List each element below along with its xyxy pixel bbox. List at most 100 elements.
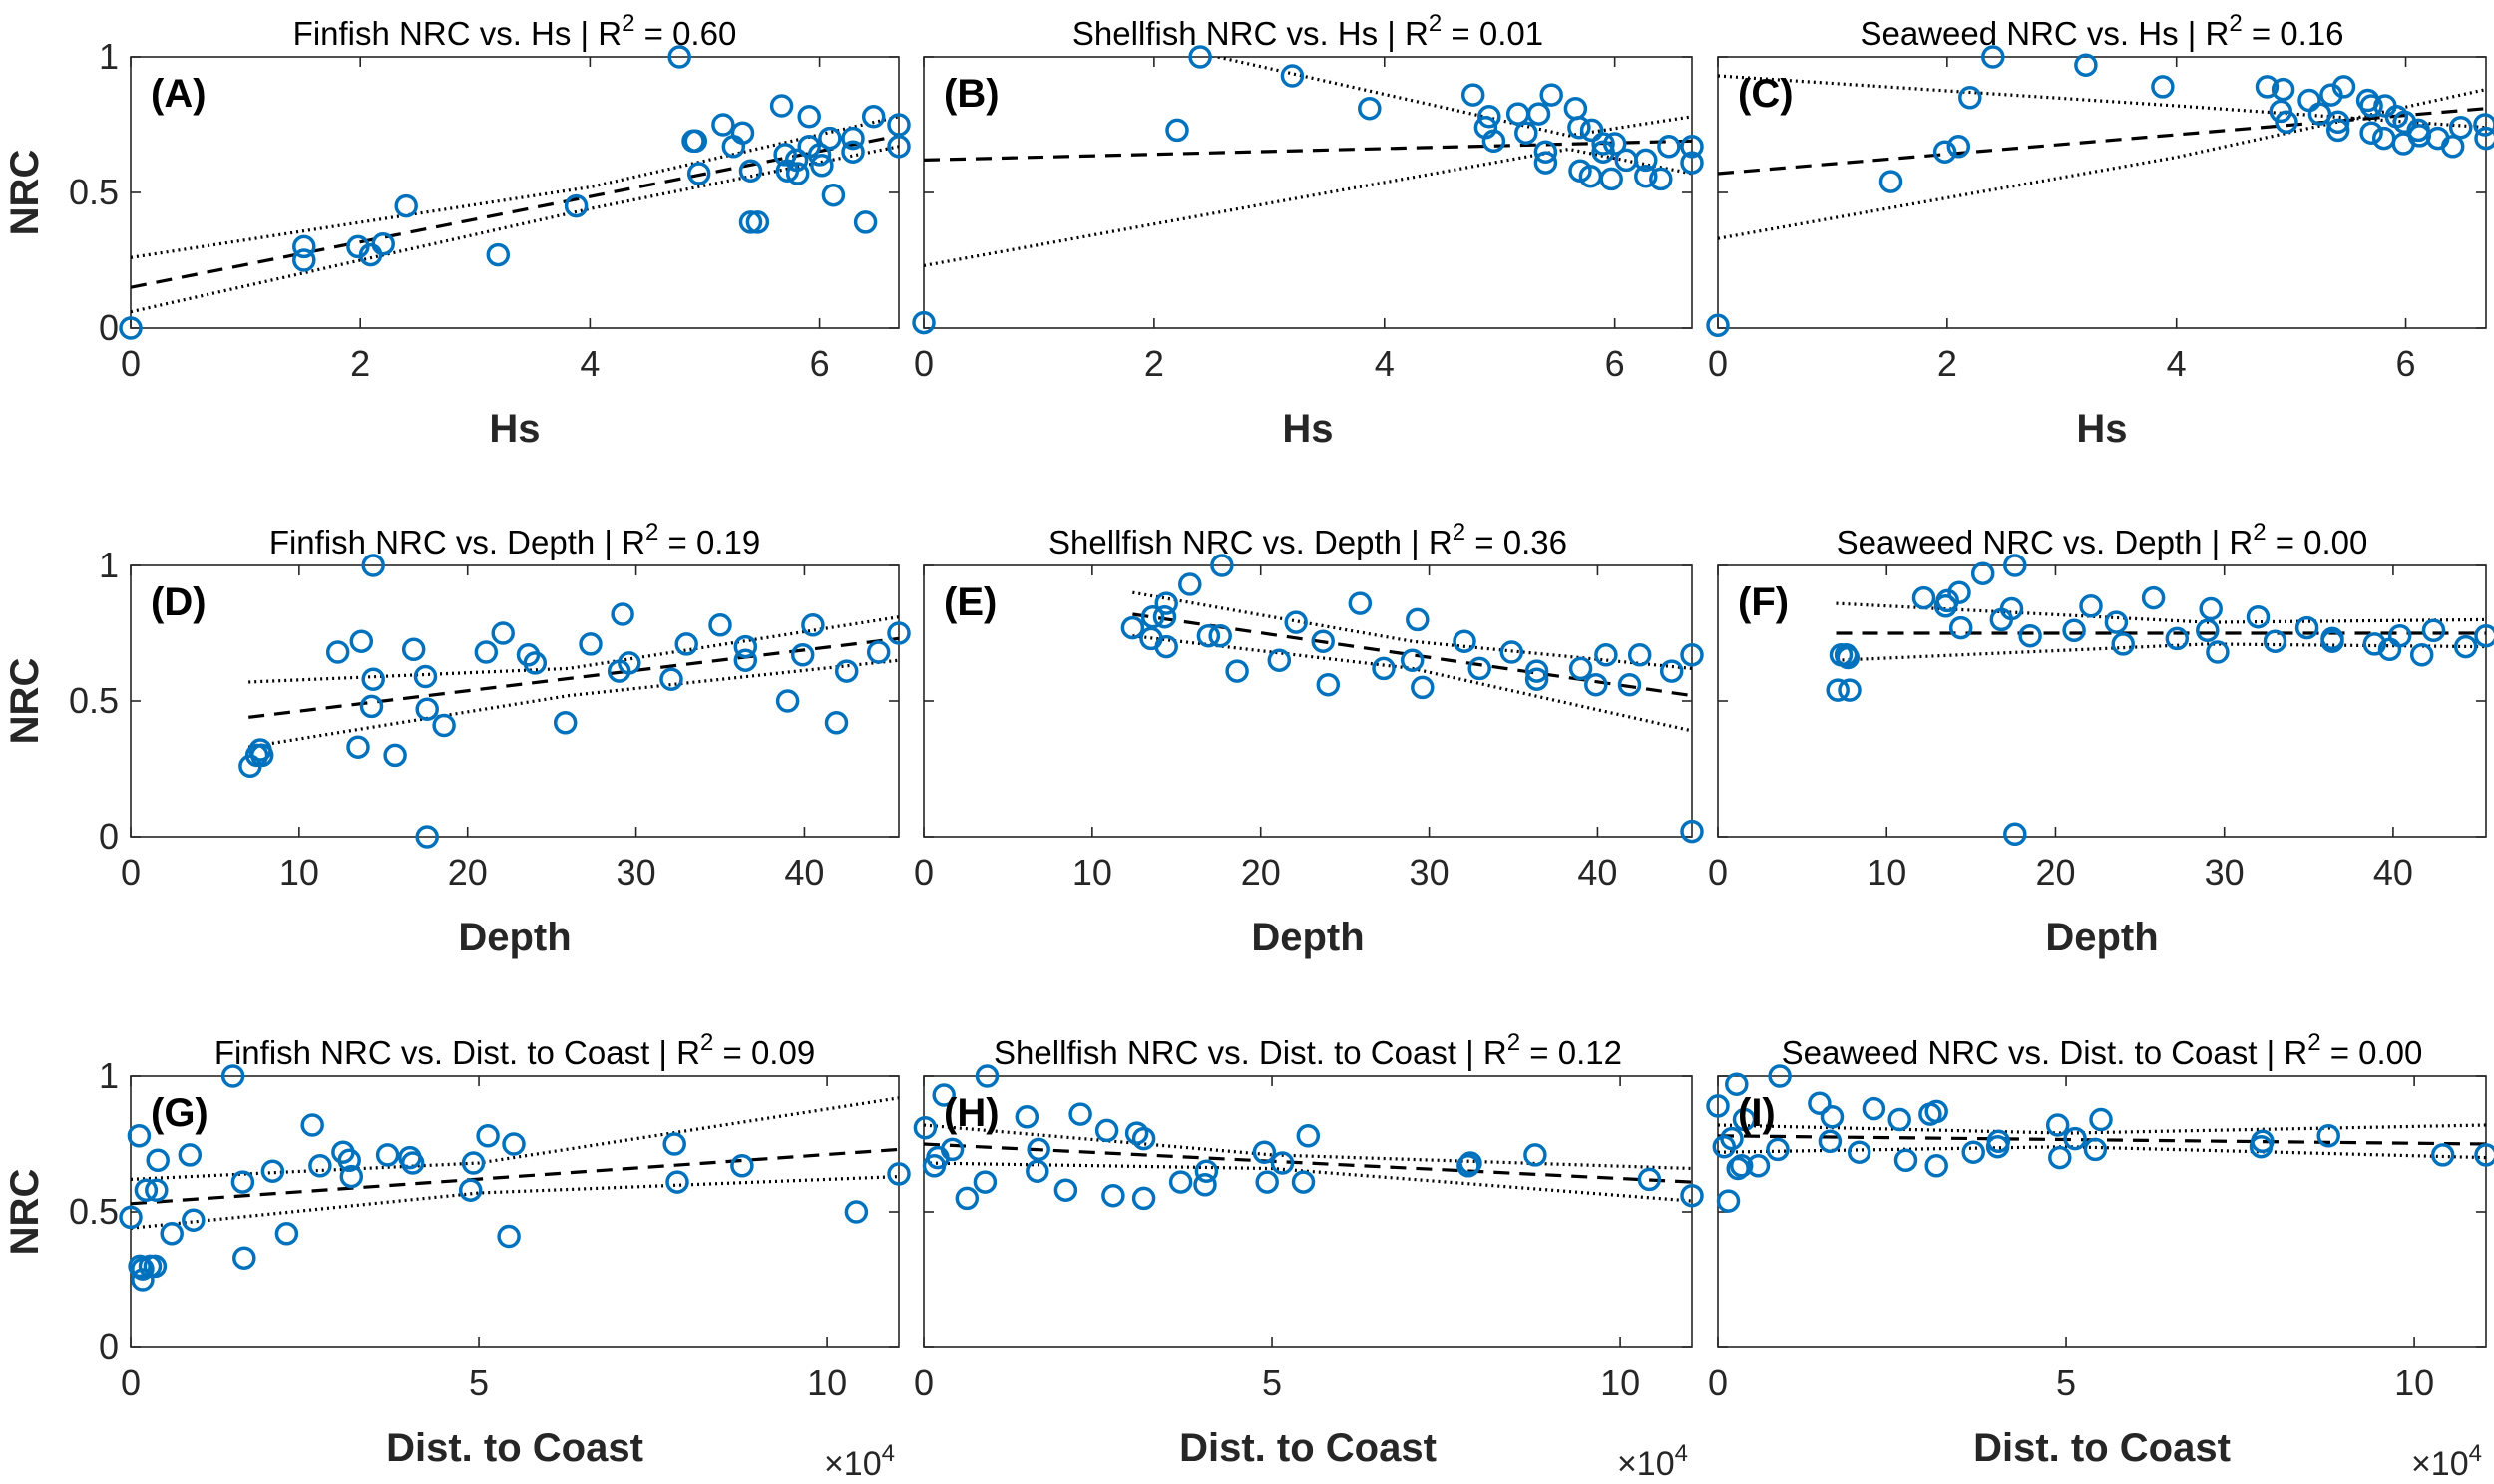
x-tick-label: 20 xyxy=(1241,852,1281,893)
x-tick-label: 10 xyxy=(2394,1362,2434,1403)
confidence-bound-2 xyxy=(247,658,899,749)
data-point xyxy=(1188,45,1212,69)
data-point xyxy=(1594,643,1618,667)
axes-box xyxy=(923,56,1693,329)
data-point xyxy=(733,634,758,659)
data-point xyxy=(1140,604,1165,629)
data-point xyxy=(502,1132,526,1156)
data-point xyxy=(220,1064,245,1088)
data-point xyxy=(2018,623,2042,648)
data-point xyxy=(1981,45,2005,69)
y-tick-label: 0 xyxy=(99,307,119,348)
data-point xyxy=(401,637,426,662)
panel-label: (A) xyxy=(151,72,207,116)
subplot-title: Finfish NRC vs. Depth | R2 = 0.19 xyxy=(269,519,760,560)
title-superscript: 2 xyxy=(2229,10,2242,37)
data-point xyxy=(2251,1129,2275,1154)
x-tick-label: 4 xyxy=(1375,343,1395,384)
data-point xyxy=(1947,580,1971,604)
data-point xyxy=(2074,53,2098,77)
data-point xyxy=(665,1170,689,1194)
data-point xyxy=(2062,618,2086,643)
data-points xyxy=(238,554,911,849)
data-point xyxy=(1539,83,1563,107)
data-points xyxy=(119,1064,911,1292)
data-point xyxy=(325,640,350,664)
data-point xyxy=(371,231,395,256)
x-tick-label: 10 xyxy=(1600,1362,1640,1403)
data-point xyxy=(801,613,825,637)
data-point xyxy=(2079,594,2103,618)
data-point xyxy=(1196,623,1221,648)
data-point xyxy=(2474,623,2494,648)
data-point xyxy=(1924,1154,1948,1178)
data-point xyxy=(1659,659,1684,683)
data-point xyxy=(769,94,794,118)
x-tick-label: 30 xyxy=(617,852,656,893)
data-point xyxy=(708,613,732,637)
data-point xyxy=(346,735,370,759)
regression-lines xyxy=(1132,590,1692,733)
regression-lines xyxy=(1836,601,2486,662)
multiplier-exponent: 4 xyxy=(1675,1440,1688,1467)
subplot-title: Seaweed NRC vs. Dist. to Coast | R2 = 0.… xyxy=(1782,1029,2423,1071)
data-point xyxy=(1311,629,1335,653)
x-tick-label: 2 xyxy=(1937,343,1957,384)
data-point xyxy=(2089,1107,2113,1132)
data-point xyxy=(2083,1137,2108,1162)
subplot-title: Finfish NRC vs. Dist. to Coast | R2 = 0.… xyxy=(214,1029,815,1071)
data-point xyxy=(1617,672,1642,697)
data-point xyxy=(2151,75,2175,99)
data-point xyxy=(611,602,634,626)
data-point xyxy=(844,1200,869,1224)
panel-label: (G) xyxy=(151,1091,208,1135)
x-tick-label: 40 xyxy=(2373,852,2413,893)
data-point xyxy=(1406,607,1430,632)
data-points xyxy=(119,45,911,340)
data-point xyxy=(841,140,865,164)
data-point xyxy=(2271,77,2295,102)
data-point xyxy=(1766,1137,1790,1162)
data-point xyxy=(2003,822,2027,847)
data-point xyxy=(1499,640,1524,664)
data-point xyxy=(1358,96,1382,121)
y-tick-label: 1 xyxy=(99,1055,119,1096)
data-point xyxy=(2199,596,2223,621)
data-point xyxy=(674,632,698,656)
data-point xyxy=(1567,115,1591,140)
x-tick-label: 0 xyxy=(914,1362,934,1403)
data-point xyxy=(1746,1154,1771,1178)
title-text: Shellfish NRC vs. Dist. to Coast | R xyxy=(994,1034,1507,1071)
data-point xyxy=(1657,135,1681,159)
data-point xyxy=(1637,1167,1662,1192)
data-point xyxy=(1579,118,1604,143)
data-point xyxy=(1680,1183,1704,1208)
x-axis-multiplier: ×104 xyxy=(824,1440,895,1483)
x-axis-label: Dist. to Coast xyxy=(1179,1426,1437,1470)
title-text: Seaweed NRC vs. Hs | R xyxy=(1860,15,2229,52)
y-tick-label: 1 xyxy=(99,36,119,77)
y-tick-label: 0.5 xyxy=(69,172,119,212)
data-point xyxy=(1400,648,1425,672)
title-value: = 0.16 xyxy=(2243,15,2344,52)
data-point xyxy=(1836,645,1861,670)
data-point xyxy=(1961,1140,1985,1164)
data-point xyxy=(2362,632,2387,656)
regression-lines xyxy=(1718,74,2486,240)
data-point xyxy=(1523,1143,1547,1167)
data-point xyxy=(1316,672,1341,697)
x-tick-label: 0 xyxy=(914,852,934,893)
data-point xyxy=(394,193,418,218)
panel-label: (D) xyxy=(151,580,207,624)
data-points xyxy=(1826,554,2494,847)
data-point xyxy=(1101,1183,1125,1208)
data-point xyxy=(2141,585,2166,610)
data-point xyxy=(486,242,511,267)
data-point xyxy=(1680,135,1704,159)
data-point xyxy=(1932,140,1957,164)
y-tick-label: 1 xyxy=(99,545,119,585)
x-tick-label: 40 xyxy=(1577,852,1617,893)
data-point xyxy=(1725,1072,1749,1096)
data-point xyxy=(887,135,911,159)
data-point xyxy=(932,1083,956,1107)
